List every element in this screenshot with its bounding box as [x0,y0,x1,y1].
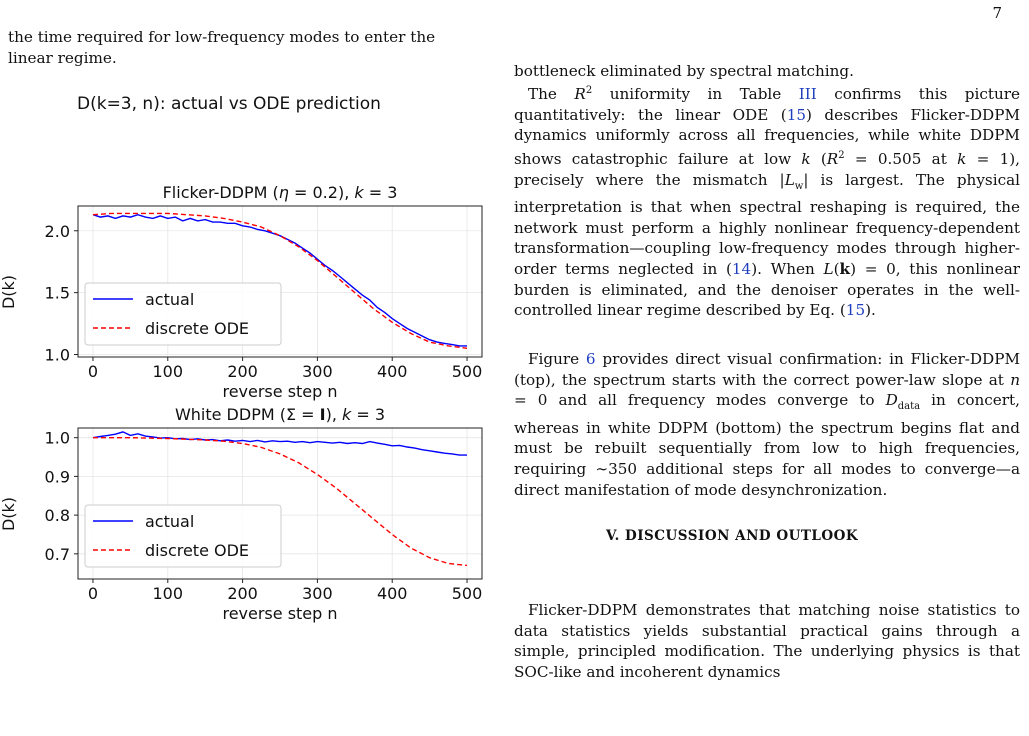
page-number: 7 [992,4,1002,22]
chart-1-plot-area: 0 100 200 300 400 500 1.0 1.5 2.0 [45,205,483,381]
plot-frame [77,427,483,580]
table-ref-link[interactable]: III [798,85,817,104]
paragraph-figure-6: Figure 6 provides direct visual confirma… [514,350,1020,499]
flicker-ddpm-chart: Flicker-DDPM (η = 0.2), k = 3 0 100 200 300… [0,183,483,401]
y-tick-label: 1.0 [45,429,70,448]
x-tick-label: 500 [452,584,483,603]
series-line-discrete-ode [92,212,468,349]
chart-2-xlabel: reverse step n [222,604,337,623]
x-tick-label: 0 [88,362,98,381]
series-line-actual [92,213,467,347]
section-heading: V. DISCUSSION AND OUTLOOK [606,528,859,544]
chart-1-legend: actual discrete ODE [84,282,282,346]
chart-1-title: Flicker-DDPM (η = 0.2), k = 3 [163,183,398,202]
x-tick-label: 400 [377,362,408,381]
x-tick-label: 100 [153,584,184,603]
series-line-discrete-ode [93,437,468,567]
white-ddpm-chart: White DDPM (Σ = I), k = 3 0 100 200 300 400 5… [0,405,483,623]
x-tick-label: 100 [153,362,184,381]
paragraph-r2-uniformity: The R2 uniformity in Table III confirms … [514,85,1021,320]
x-tick-label: 400 [377,584,408,603]
figure-title: D(k=3, n): actual vs ODE prediction [77,94,381,114]
x-tick-label: 500 [452,362,483,381]
legend-label-discrete-ode: discrete ODE [145,541,249,560]
chart-2-title: White DDPM (Σ = I), k = 3 [175,405,385,424]
x-tick-label: 300 [302,362,333,381]
chart-1-ylabel: D(k) [0,275,18,309]
y-tick-label: 1.0 [45,346,70,365]
left-intro-line-1: the time required for low-frequency mode… [8,28,436,46]
plot-frame [77,205,483,358]
paragraph-continuation: bottleneck eliminated by spectral matchi… [514,62,854,80]
eq-ref-link[interactable]: 14 [731,259,752,278]
legend-ode-label: discrete ODE [145,319,249,338]
y-tick-label: 0.8 [45,506,70,525]
eq-ref-link[interactable]: 15 [786,105,807,124]
y-tick-label: 0.7 [45,545,70,564]
series-line-actual [92,431,467,456]
left-intro-paragraph: the time required for low-frequency mode… [8,27,494,68]
x-tick-label: 300 [302,584,333,603]
legend-frame [84,282,282,346]
chart-2-ylabel: D(k) [0,497,18,531]
left-intro-line-2: linear regime. [8,48,117,67]
chart-1-xlabel: reverse step n [222,382,337,401]
y-tick-label: 2.0 [45,222,70,241]
y-tick-label: 1.5 [45,284,70,303]
x-tick-label: 200 [227,362,258,381]
chart-2-legend: actual discrete ODE [84,504,282,568]
paragraph-discussion: Flicker-DDPM demonstrates that matching … [514,601,1020,681]
legend-actual-label: actual [145,290,194,309]
legend-label-actual: actual [145,512,194,531]
y-tick-label: 0.9 [45,467,70,486]
x-tick-label: 0 [88,584,98,603]
x-tick-label: 200 [227,584,258,603]
eq-ref-link[interactable]: 15 [845,301,866,320]
figure-ref-link[interactable]: 6 [585,350,596,368]
legend-frame [84,504,282,568]
